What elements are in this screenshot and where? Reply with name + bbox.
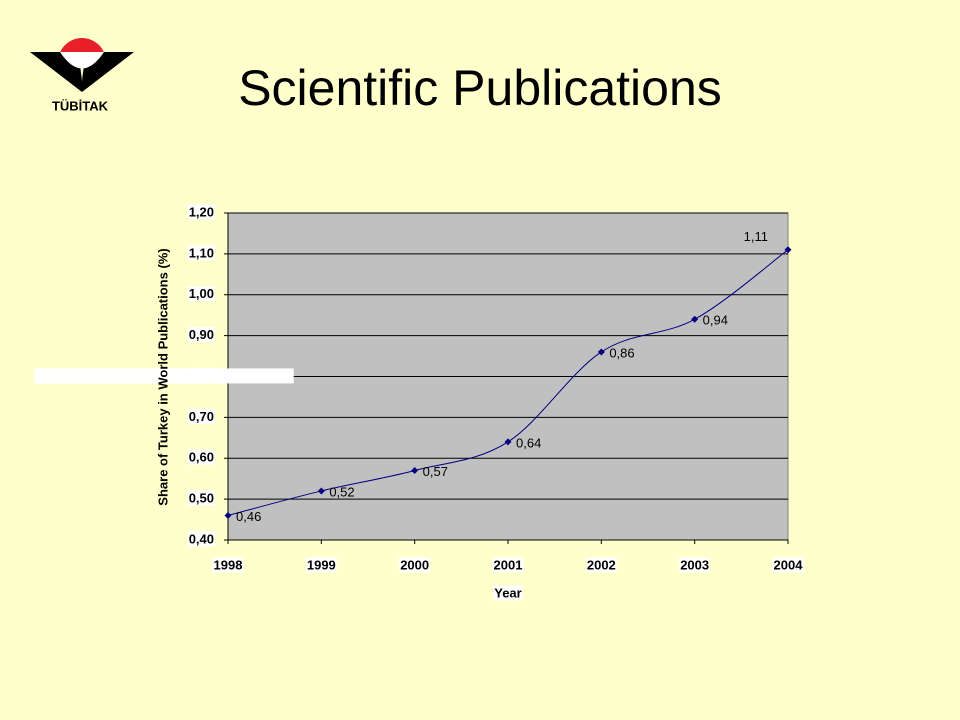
- y-tick-label: 0,70: [189, 409, 214, 424]
- y-tick-label: 0,90: [189, 327, 214, 342]
- x-axis-label: Year: [494, 585, 521, 600]
- slide-title: Scientific Publications: [238, 60, 722, 116]
- logo-shape: [30, 52, 134, 92]
- label-box: [187, 245, 215, 261]
- y-tick-label: 0,40: [189, 531, 214, 546]
- logo-shape: [60, 52, 104, 69]
- data-label: 0,52: [329, 484, 354, 499]
- marker: [411, 467, 419, 475]
- label-box: [187, 408, 215, 424]
- y-tick-label: 1,20: [189, 204, 214, 219]
- y-tick-label: 1,00: [189, 286, 214, 301]
- label-box: [492, 557, 524, 573]
- label-box: [585, 557, 617, 573]
- data-label: 1,11: [744, 229, 768, 244]
- data-label: 0,57: [423, 464, 448, 479]
- label-box: [772, 557, 805, 573]
- x-tick-label: 2002: [587, 557, 616, 572]
- label-box: [399, 557, 431, 573]
- x-tick-label: 2004: [774, 557, 804, 572]
- y-axis-label: Share of Turkey in World Publications (%…: [155, 248, 170, 505]
- label-box: [679, 557, 711, 573]
- marker: [784, 246, 792, 254]
- x-tick-label: 1999: [307, 557, 336, 572]
- data-label: 0,94: [703, 313, 728, 328]
- y-tick-label: 0,50: [189, 491, 214, 506]
- label-box: [34, 368, 294, 384]
- label-box: [187, 204, 215, 220]
- label-box: [187, 531, 215, 547]
- logo: TÜBİTAK: [30, 38, 134, 113]
- label-box: [187, 327, 215, 343]
- marker: [504, 438, 512, 446]
- chart: 0,400,500,600,700,800,901,001,101,201998…: [34, 204, 805, 601]
- x-tick-label: 2001: [494, 557, 523, 572]
- logo-text: TÜBİTAK: [52, 98, 109, 113]
- label-box: [212, 557, 244, 573]
- x-tick-label: 2000: [400, 557, 429, 572]
- label-box: [187, 286, 215, 302]
- label-box: [305, 557, 337, 573]
- marker: [691, 315, 699, 323]
- x-tick-label: 1998: [214, 557, 243, 572]
- marker: [224, 511, 232, 519]
- x-tick-label: 2003: [680, 557, 709, 572]
- y-tick-label: 1,10: [189, 245, 214, 260]
- marker: [317, 487, 325, 495]
- marker: [597, 348, 605, 356]
- data-label: 0,64: [516, 435, 541, 450]
- data-label: 0,46: [236, 509, 261, 524]
- data-label: 0,86: [609, 345, 634, 360]
- label-box: [187, 449, 215, 465]
- label-box: [493, 585, 523, 601]
- label-box: [187, 490, 215, 506]
- y-tick-label: 0,60: [189, 450, 214, 465]
